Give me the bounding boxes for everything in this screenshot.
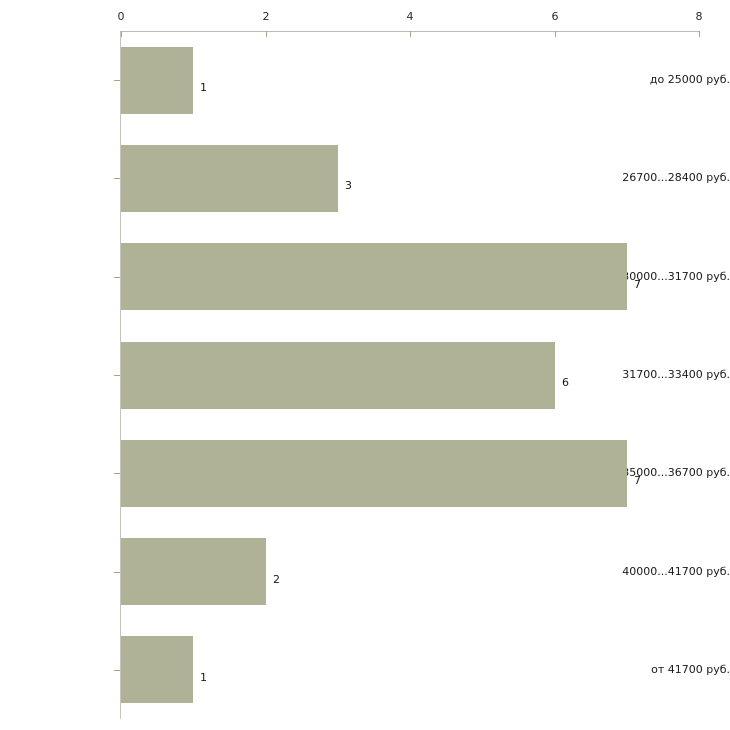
- bar[interactable]: [121, 440, 627, 507]
- category-label: 31700...33400 руб.: [622, 368, 730, 381]
- bar-value-label: 1: [200, 81, 207, 94]
- bar[interactable]: [121, 47, 193, 114]
- bar-value-label: 3: [345, 179, 352, 192]
- y-axis-tick: [114, 80, 120, 81]
- bar-value-label: 7: [634, 278, 641, 291]
- bar[interactable]: [121, 538, 266, 605]
- category-label: 35000...36700 руб.: [622, 466, 730, 479]
- bar-value-label: 6: [562, 376, 569, 389]
- category-label: до 25000 руб.: [649, 73, 730, 86]
- y-axis-tick: [114, 178, 120, 179]
- x-axis-tick: [699, 31, 700, 37]
- y-axis-line: [120, 31, 121, 719]
- y-axis-tick: [114, 572, 120, 573]
- bar[interactable]: [121, 243, 627, 310]
- category-label: 40000...41700 руб.: [622, 565, 730, 578]
- x-axis-tick-label: 6: [551, 10, 559, 23]
- x-axis-tick-label: 8: [695, 10, 703, 23]
- x-axis-tick: [410, 31, 411, 37]
- bar[interactable]: [121, 145, 338, 212]
- y-axis-tick: [114, 473, 120, 474]
- bar[interactable]: [121, 636, 193, 703]
- x-axis-tick-label: 2: [262, 10, 270, 23]
- x-axis-tick-label: 4: [406, 10, 414, 23]
- category-label: 30000...31700 руб.: [622, 270, 730, 283]
- bar[interactable]: [121, 342, 555, 409]
- x-axis-tick: [266, 31, 267, 37]
- y-axis-tick: [114, 375, 120, 376]
- bar-value-label: 7: [634, 474, 641, 487]
- bar-value-label: 1: [200, 671, 207, 684]
- category-label: 26700...28400 руб.: [622, 171, 730, 184]
- y-axis-tick: [114, 670, 120, 671]
- x-axis-tick-label: 0: [117, 10, 125, 23]
- x-axis-tick: [121, 31, 122, 37]
- y-axis-tick: [114, 277, 120, 278]
- category-label: от 41700 руб.: [651, 663, 730, 676]
- bar-value-label: 2: [273, 573, 280, 586]
- x-axis-tick: [555, 31, 556, 37]
